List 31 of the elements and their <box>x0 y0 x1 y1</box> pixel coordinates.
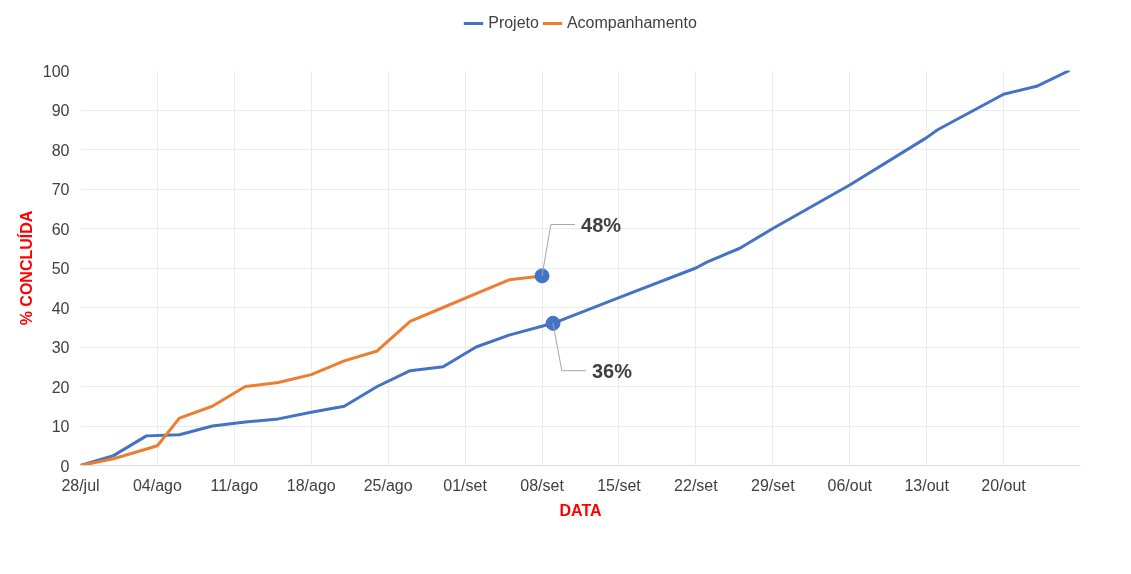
x-axis-title: DATA <box>559 501 602 519</box>
y-tick-label: 80 <box>51 141 70 159</box>
y-tick-label: 30 <box>51 339 70 356</box>
y-tick-label: 40 <box>51 299 70 317</box>
x-tick-label: 25/ago <box>363 476 413 494</box>
x-tick-label: 01/set <box>443 476 488 494</box>
y-tick-label: 70 <box>51 181 70 198</box>
y-tick-label: 0 <box>60 457 70 475</box>
y-tick-label: 50 <box>51 260 70 277</box>
y-tick-label: 10 <box>51 418 70 435</box>
x-tick-label: 28/jul <box>61 476 100 494</box>
y-tick-label: 100 <box>42 62 70 80</box>
legend-label: Projeto <box>488 13 539 32</box>
x-tick-label: 04/ago <box>132 476 182 494</box>
y-axis-title: % CONCLUÍDA <box>16 210 35 326</box>
line-series <box>80 70 1072 466</box>
x-tick-label: 15/set <box>597 476 642 494</box>
x-tick-label: 22/set <box>674 476 719 494</box>
x-tick-label: 13/out <box>904 476 950 494</box>
x-tick-label: 29/set <box>751 476 796 494</box>
y-tick-label: 20 <box>51 378 70 396</box>
annotation: 36% <box>591 359 633 382</box>
annotation: 48% <box>581 213 622 236</box>
x-tick-label: 08/set <box>520 476 565 494</box>
y-tick-label: 60 <box>51 220 70 238</box>
y-tick-label: 90 <box>51 102 70 119</box>
x-tick-label: 20/out <box>981 476 1027 494</box>
legend-label: Acompanhamento <box>566 13 697 32</box>
x-tick-label: 18/ago <box>286 476 336 494</box>
x-tick-label: 11/ago <box>210 476 259 494</box>
x-tick-label: 06/out <box>827 476 873 494</box>
